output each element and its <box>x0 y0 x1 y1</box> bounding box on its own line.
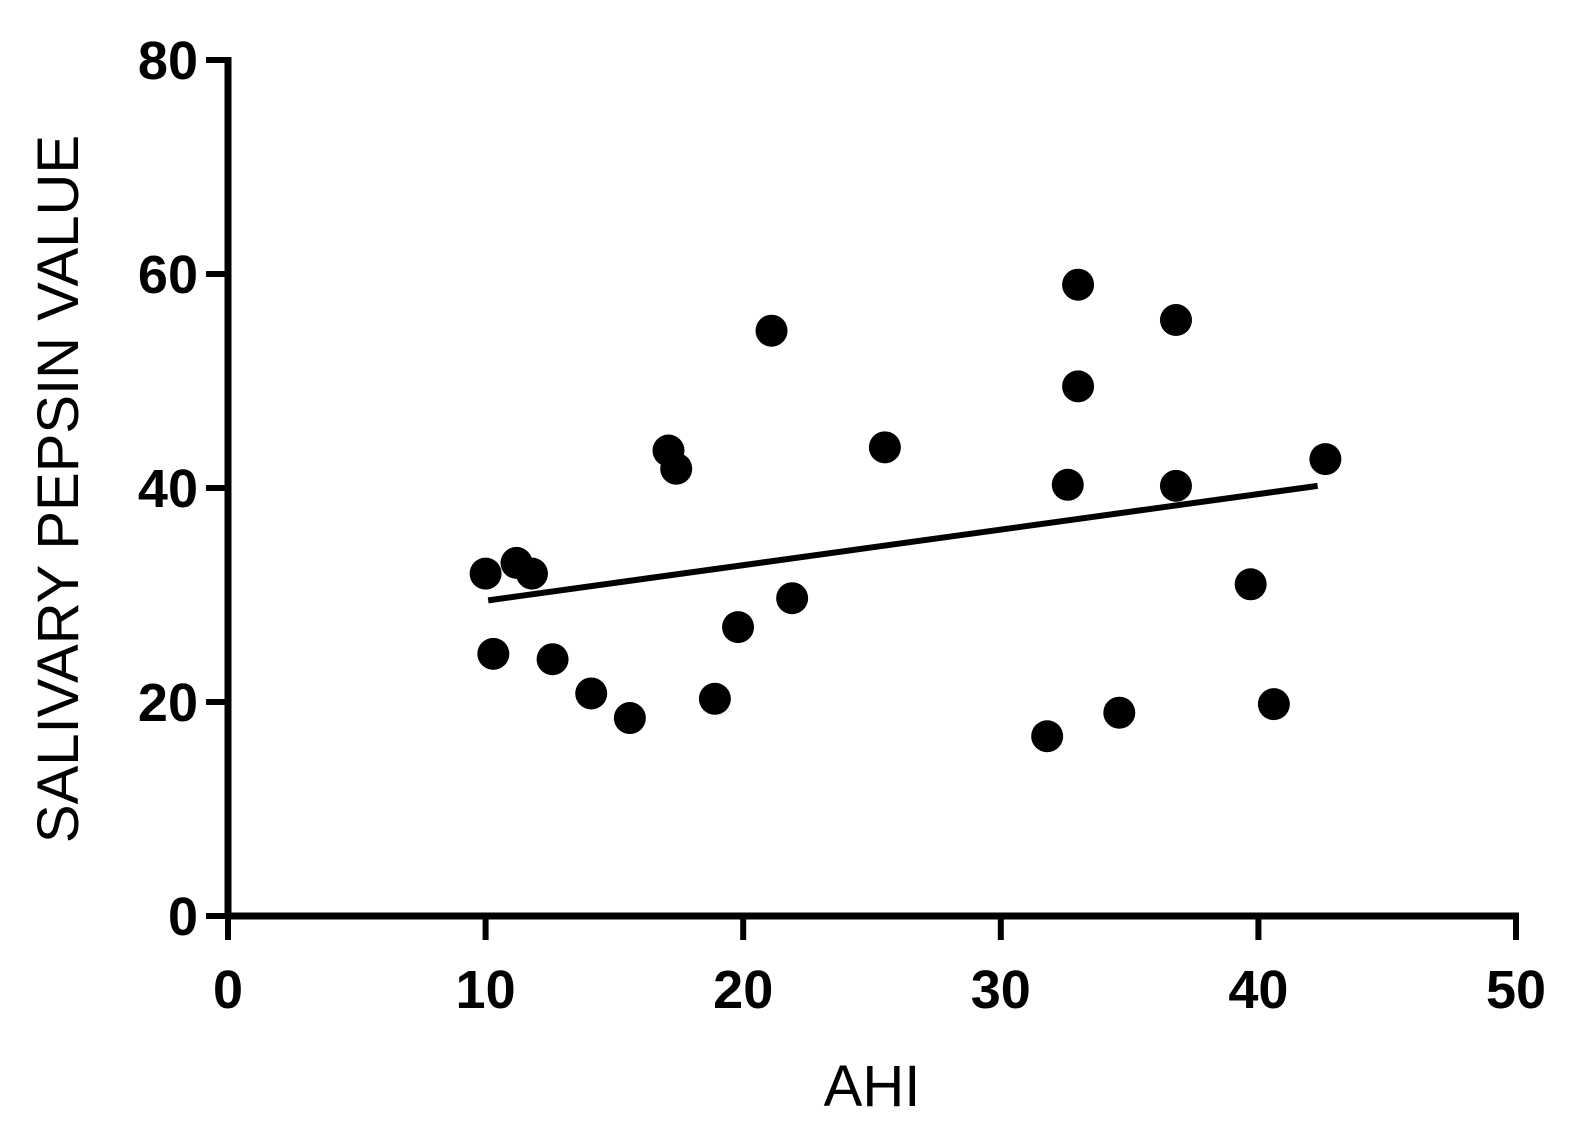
data-point <box>575 677 608 710</box>
data-point <box>660 452 693 485</box>
data-point <box>722 611 755 644</box>
data-point <box>1103 696 1136 729</box>
x-tick-label: 10 <box>456 960 516 1020</box>
data-points <box>469 268 1342 753</box>
x-tick-label: 20 <box>713 960 773 1020</box>
data-point <box>536 643 569 676</box>
y-ticks: 0 20 40 60 80 <box>138 31 228 947</box>
data-point <box>868 431 901 464</box>
x-axis-title: AHI <box>824 1054 921 1119</box>
data-point <box>1062 268 1095 301</box>
y-tick-label: 0 <box>168 887 198 947</box>
x-tick-label: 30 <box>971 960 1031 1020</box>
data-point <box>1234 568 1267 601</box>
y-tick-label: 40 <box>138 459 198 519</box>
data-point <box>1309 443 1342 476</box>
regression-line <box>487 482 1319 604</box>
data-point <box>613 702 646 735</box>
fit-line-layer <box>487 482 1319 604</box>
data-point <box>1051 468 1084 501</box>
axes <box>224 57 1519 920</box>
y-tick-label: 60 <box>138 245 198 305</box>
y-tick-label: 80 <box>138 31 198 91</box>
x-ticks: 0 10 20 30 40 50 <box>213 916 1546 1020</box>
data-point <box>1062 370 1095 403</box>
data-point <box>755 314 788 347</box>
y-tick-label: 20 <box>138 673 198 733</box>
data-point <box>776 582 809 615</box>
data-point <box>1031 720 1064 753</box>
data-point <box>469 557 502 590</box>
y-axis-title: SALIVARY PEPSIN VALUE <box>26 135 91 843</box>
data-point <box>698 682 731 715</box>
x-tick-label: 50 <box>1486 960 1546 1020</box>
x-tick-label: 0 <box>213 960 243 1020</box>
data-point <box>1257 688 1290 721</box>
data-point <box>1159 304 1192 337</box>
x-tick-label: 40 <box>1228 960 1288 1020</box>
data-point <box>1159 469 1192 502</box>
data-point <box>477 637 510 670</box>
data-point <box>515 557 548 590</box>
